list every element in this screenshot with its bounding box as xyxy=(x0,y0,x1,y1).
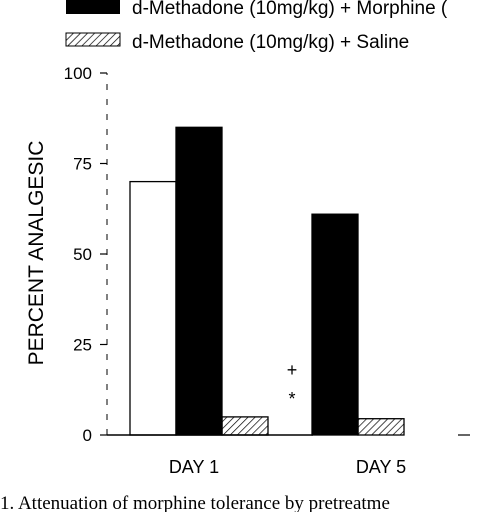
bars xyxy=(129,126,405,436)
y-tick-label-0: 0 xyxy=(83,426,92,445)
figure-caption: 1. Attenuation of morphine tolerance by … xyxy=(0,493,390,512)
y-tick-label-25: 25 xyxy=(73,336,92,355)
y-tick-label-100: 100 xyxy=(64,64,92,83)
legend-swatch-morphine xyxy=(66,0,120,14)
x-tick-label-day5: DAY 5 xyxy=(356,457,406,477)
x-tick-label-day1: DAY 1 xyxy=(169,457,219,477)
legend-label-morphine: d-Methadone (10mg/kg) + Morphine ( xyxy=(132,0,448,19)
legend: d-Methadone (10mg/kg) + Morphine ( d-Met… xyxy=(65,0,448,53)
y-tick-label-50: 50 xyxy=(73,245,92,264)
annotation-1: * xyxy=(288,389,295,409)
annotations: +* xyxy=(287,360,298,409)
bar-day1-series-0 xyxy=(129,180,177,436)
legend-label-saline: d-Methadone (10mg/kg) + Saline xyxy=(132,32,409,53)
y-axis-label: PERCENT ANALGESIC xyxy=(25,141,48,366)
y-axis: 0 25 50 75 100 xyxy=(64,64,108,445)
bar-day1-series-1 xyxy=(175,126,223,436)
y-tick-label-75: 75 xyxy=(73,155,92,174)
annotation-0: + xyxy=(287,360,298,380)
legend-swatch-saline xyxy=(65,32,121,47)
bar-day5-series-2 xyxy=(357,418,405,436)
bar-day5-series-1 xyxy=(311,213,359,436)
x-axis: DAY 1 DAY 5 xyxy=(107,434,470,477)
bar-day1-series-2 xyxy=(221,416,269,436)
